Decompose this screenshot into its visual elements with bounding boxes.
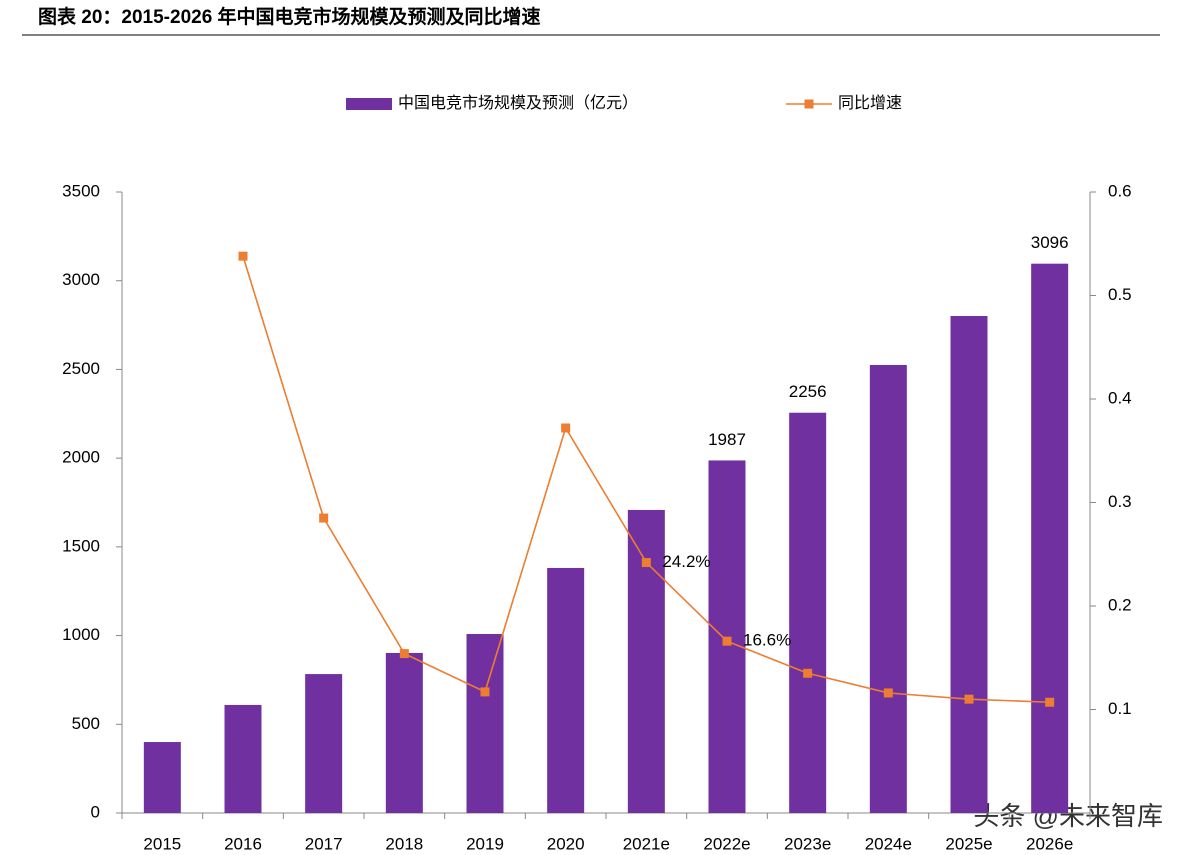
bar (1031, 263, 1069, 813)
line-marker (1045, 697, 1055, 707)
legend-swatch (346, 98, 392, 110)
bar (869, 364, 907, 813)
bar-value-label: 1987 (708, 430, 746, 449)
y2-tick-label: 0.2 (1108, 595, 1132, 614)
line-marker (641, 558, 651, 568)
chart-title: 图表 20：2015-2026 年中国电竞市场规模及预测及同比增速 (38, 5, 541, 28)
x-tick-label: 2019 (466, 834, 504, 853)
y2-tick-label: 0.4 (1108, 388, 1132, 407)
bar (627, 509, 665, 813)
bar-value-label: 3096 (1031, 233, 1069, 252)
line-marker (399, 649, 409, 659)
bar (224, 704, 262, 813)
x-tick-label: 2016 (224, 834, 262, 853)
bar-value-label: 2256 (789, 382, 827, 401)
x-tick-label: 2018 (385, 834, 423, 853)
bar (143, 742, 181, 813)
line-marker (480, 687, 490, 697)
legend-label: 同比增速 (838, 94, 902, 112)
x-tick-label: 2025e (945, 834, 992, 853)
line-marker (319, 513, 329, 523)
y-tick-label: 3000 (62, 270, 100, 289)
bar (789, 412, 827, 813)
line-value-label: 24.2% (662, 552, 710, 571)
x-tick-label: 2022e (703, 834, 750, 853)
line-marker (238, 251, 248, 261)
x-tick-label: 2020 (547, 834, 585, 853)
y2-tick-label: 0.3 (1108, 492, 1132, 511)
x-tick-label: 2015 (143, 834, 181, 853)
y-tick-label: 3500 (62, 181, 100, 200)
bar (950, 316, 988, 813)
legend-swatch (804, 99, 814, 109)
bar (466, 633, 504, 813)
line-marker (561, 423, 571, 433)
line-marker (803, 668, 813, 678)
watermark: 头条 @未来智库 (973, 801, 1163, 831)
bar (547, 567, 585, 813)
x-tick-label: 2024e (865, 834, 912, 853)
y2-tick-label: 0.6 (1108, 181, 1132, 200)
y-tick-label: 1000 (62, 625, 100, 644)
y2-tick-label: 0.5 (1108, 285, 1132, 304)
y-tick-label: 500 (72, 714, 100, 733)
bar (385, 652, 423, 813)
y-tick-label: 0 (91, 802, 100, 821)
x-tick-label: 2023e (784, 834, 831, 853)
x-tick-label: 2026e (1026, 834, 1073, 853)
y2-tick-label: 0.1 (1108, 699, 1132, 718)
x-tick-label: 2017 (305, 834, 343, 853)
line-value-label: 16.6% (743, 631, 791, 650)
y-tick-label: 2000 (62, 448, 100, 467)
y-tick-label: 1500 (62, 536, 100, 555)
line-marker (883, 688, 893, 698)
legend-label: 中国电竞市场规模及预测（亿元） (398, 94, 638, 112)
y-tick-label: 2500 (62, 359, 100, 378)
bar (305, 674, 343, 813)
line-marker (722, 636, 732, 646)
line-marker (964, 694, 974, 704)
x-tick-label: 2021e (623, 834, 670, 853)
